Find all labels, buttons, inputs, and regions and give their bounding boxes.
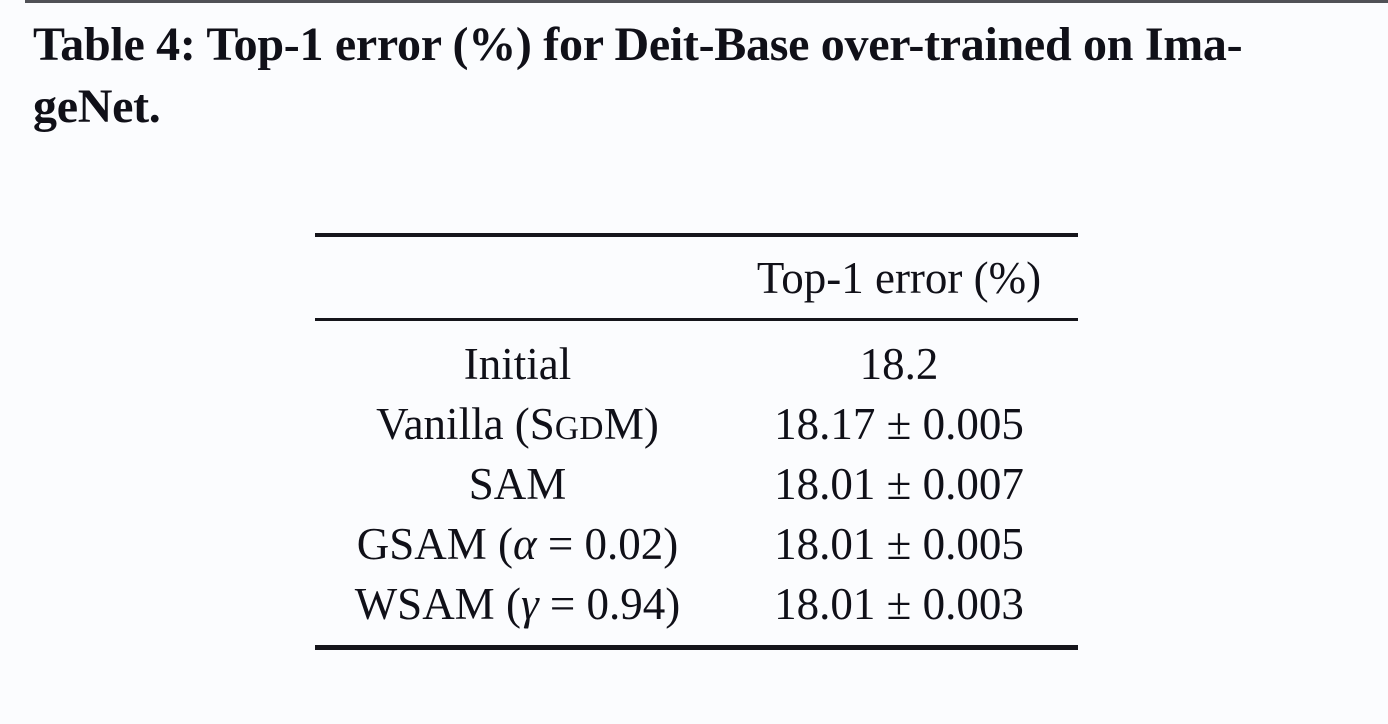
table-row: SAM 18.01 ± 0.007: [315, 454, 1078, 514]
table-row: Vanilla (SGDM) 18.17 ± 0.005: [315, 394, 1078, 454]
method-cell: Initial: [463, 339, 572, 389]
method-cell: GSAM (α = 0.02): [356, 519, 679, 569]
page-edge-artifact-line: [25, 0, 1388, 3]
value-cell: 18.01 ± 0.003: [774, 579, 1024, 629]
value-cell: 18.2: [859, 339, 939, 389]
value-cell: 18.17 ± 0.005: [774, 399, 1024, 449]
method-cell: Vanilla (SGDM): [376, 399, 659, 449]
method-cell: SAM: [468, 459, 567, 509]
table-top-rule: [315, 233, 1078, 237]
table-bottom-rule: [315, 645, 1078, 650]
value-cell: 18.01 ± 0.005: [774, 519, 1024, 569]
table-body: Initial 18.2 Vanilla (SGDM) 18.17 ± 0.005 SA…: [315, 321, 1078, 645]
table-row: WSAM (γ = 0.94) 18.01 ± 0.003: [315, 574, 1078, 634]
results-table: Top-1 error (%) Initial 18.2 Vanilla (SGDM…: [315, 233, 1078, 650]
value-cell: 18.01 ± 0.007: [774, 459, 1024, 509]
caption-line-2: geNet.: [33, 80, 161, 133]
table-row: Initial 18.2: [315, 334, 1078, 394]
table-row: GSAM (α = 0.02) 18.01 ± 0.005: [315, 514, 1078, 574]
method-cell: WSAM (γ = 0.94): [354, 579, 681, 629]
table-header-row: Top-1 error (%): [315, 237, 1078, 318]
caption-line-1: Table 4: Top-1 error (%) for Deit-Base o…: [33, 18, 1243, 71]
table-header-rule: [315, 318, 1078, 321]
value-header-cell: Top-1 error (%): [756, 252, 1042, 303]
table-caption: Table 4: Top-1 error (%) for Deit-Base o…: [33, 14, 1381, 138]
